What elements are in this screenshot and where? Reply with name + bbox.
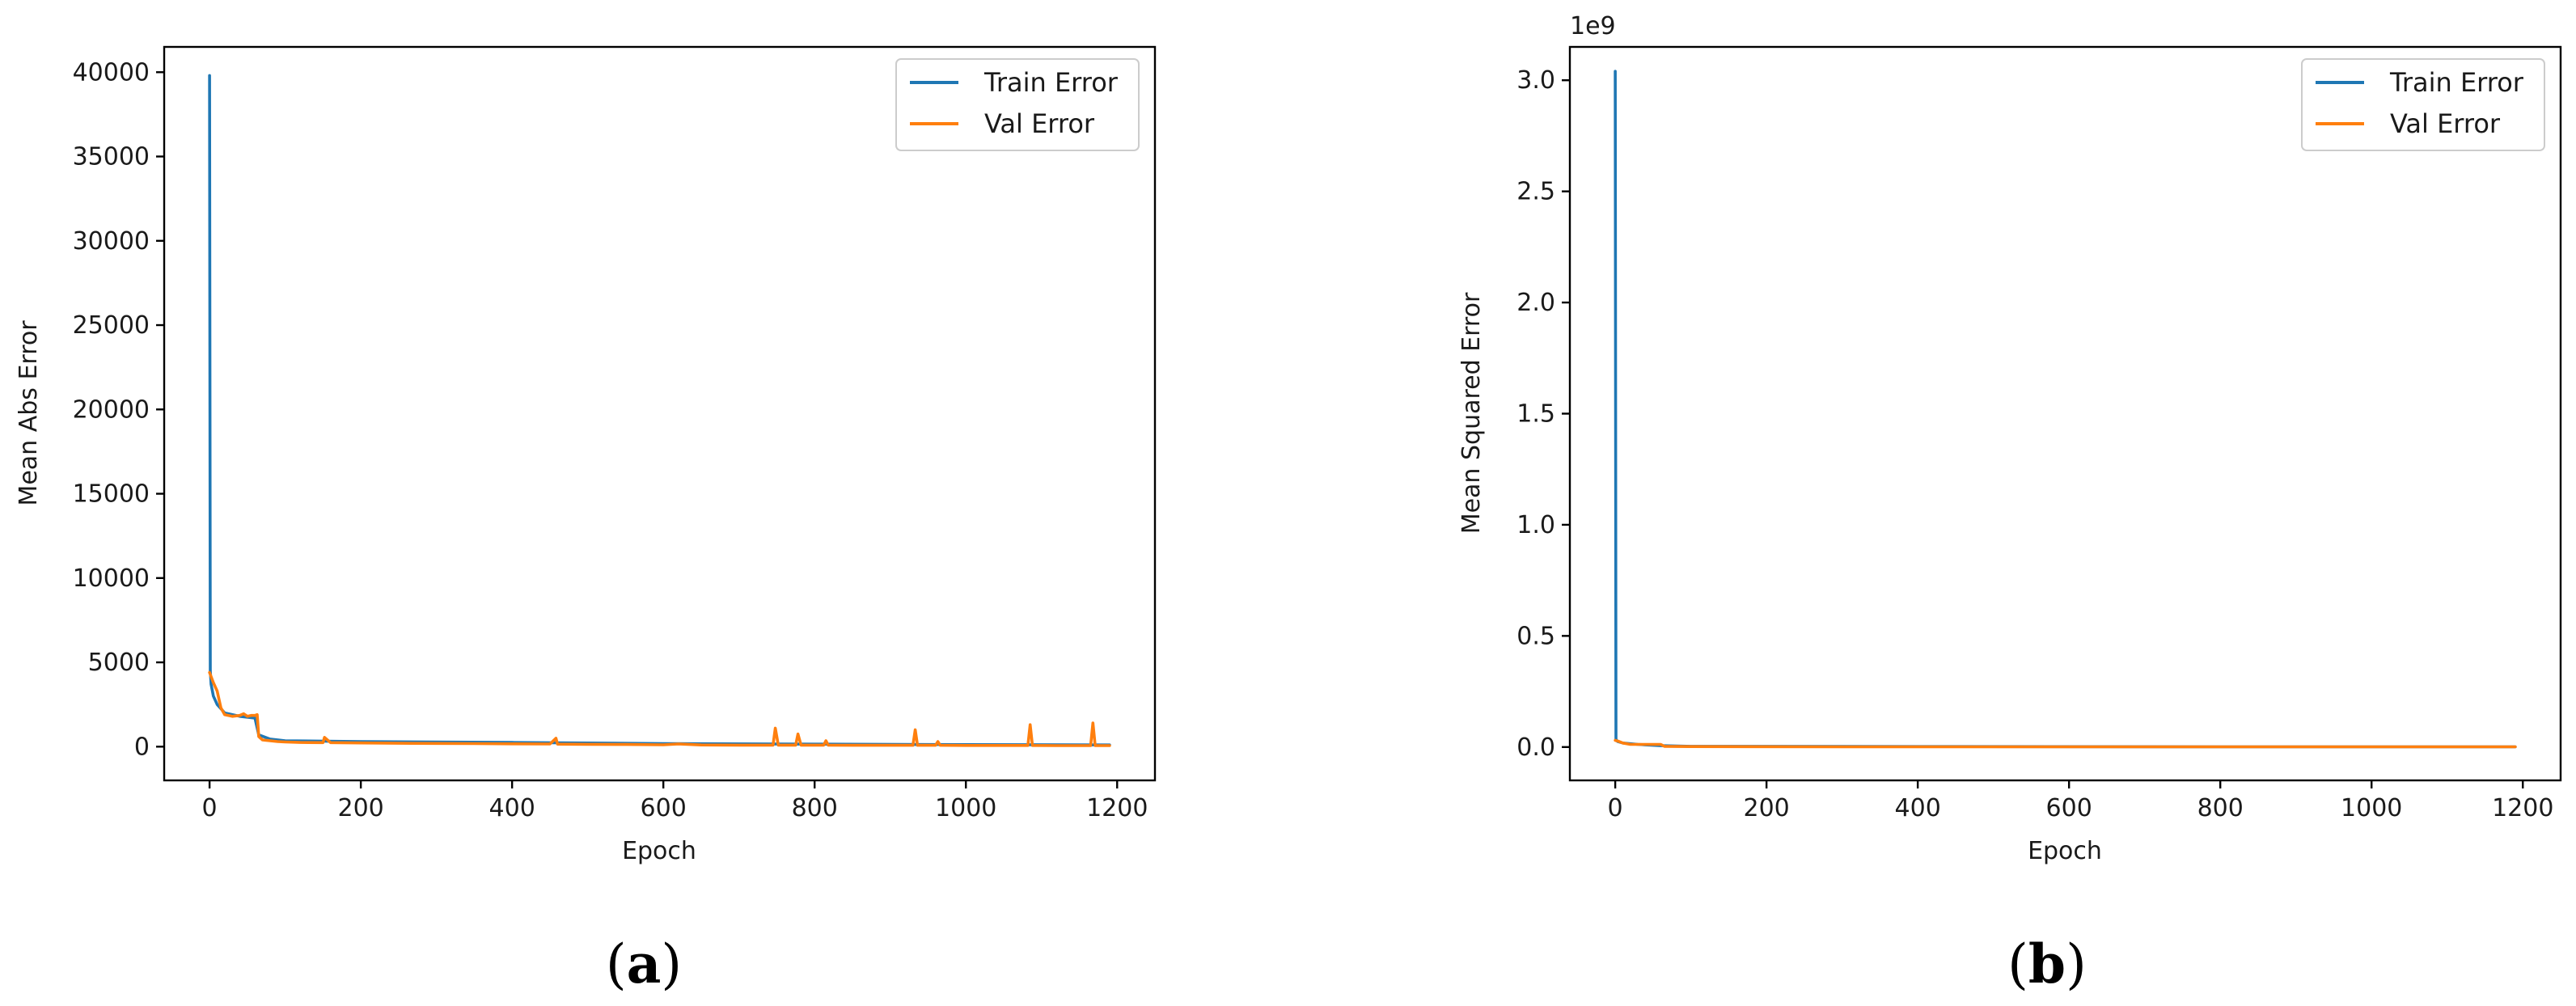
series-layer-b: [1614, 70, 2517, 749]
legend-a: Train Error Val Error: [895, 58, 1140, 151]
y-tick-label-a: 0: [134, 733, 150, 761]
x-tick-label-a: 400: [489, 794, 535, 822]
x-tick-label-b: 800: [2197, 794, 2244, 822]
x-tick-label-a: 1200: [1086, 794, 1148, 822]
y-tick-label-a: 40000: [73, 58, 150, 87]
legend-b: Train Error Val Error: [2301, 58, 2545, 151]
y-tick-label-b: 1.0: [1516, 511, 1555, 539]
x-tick-label-b: 200: [1743, 794, 1789, 822]
y-tick-label-b: 2.0: [1516, 289, 1555, 317]
x-axis-label-a: Epoch: [622, 837, 696, 865]
y-ticks-a: 0 5000 10000 15000 20000 25000 30000 35000 40000: [73, 58, 164, 761]
series-line-train-error-b: [1614, 70, 2517, 749]
y-tick-label-b: 0.0: [1516, 733, 1555, 762]
chart-panel-a: 0 200 400 600 800 1000 1200 0 5000 10000 15000 200…: [15, 45, 1157, 865]
y-tick-label-a: 5000: [88, 649, 150, 677]
y-tick-label-b: 2.5: [1516, 178, 1555, 206]
panel-caption-a-letter: a: [627, 932, 662, 995]
x-tick-label-b: 600: [2046, 794, 2092, 822]
y-tick-label-a: 15000: [73, 480, 150, 509]
y-tick-label-a: 35000: [73, 143, 150, 171]
x-ticks-a: 0 200 400 600 800 1000 1200: [202, 780, 1148, 822]
axes-frame-a: [163, 45, 1157, 782]
x-tick-label-b: 400: [1895, 794, 1941, 822]
legend-label-val-b: Val Error: [2390, 108, 2501, 139]
series-line-train-error-a: [208, 74, 1111, 747]
x-axis-label-b: Epoch: [2028, 837, 2102, 865]
x-ticks-b: 0 200 400 600 800 1000 1200: [1608, 780, 2553, 822]
panel-caption-a: (a): [606, 932, 682, 995]
y-tick-label-a: 20000: [73, 395, 150, 424]
x-tick-label-a: 1000: [935, 794, 996, 822]
x-tick-label-b: 0: [1608, 794, 1623, 822]
y-tick-label-a: 10000: [73, 564, 150, 593]
series-line-val-error-b: [1614, 738, 2517, 749]
y-tick-label-b: 0.5: [1516, 622, 1555, 650]
x-tick-label-a: 600: [641, 794, 687, 822]
x-tick-label-b: 1200: [2492, 794, 2553, 822]
legend-label-train-a: Train Error: [983, 67, 1119, 98]
y-axis-label-b: Mean Squared Error: [1457, 292, 1486, 534]
y-ticks-b: 0.0 0.5 1.0 1.5 2.0 2.5 3.0: [1516, 66, 1570, 762]
chart-panel-b: 0 200 400 600 800 1000 1200 0.0 0.5 1.0 1.5 2.0 2.5…: [1457, 12, 2562, 865]
legend-label-val-a: Val Error: [984, 108, 1095, 139]
series-line-val-error-a: [208, 670, 1111, 747]
series-layer-a: [208, 74, 1111, 747]
y-offset-text-b: 1e9: [1570, 12, 1616, 40]
x-tick-label-a: 200: [337, 794, 383, 822]
y-tick-label-b: 1.5: [1516, 400, 1555, 429]
y-tick-label-b: 3.0: [1516, 66, 1555, 95]
x-tick-label-a: 800: [792, 794, 838, 822]
x-tick-label-b: 1000: [2341, 794, 2402, 822]
legend-label-train-b: Train Error: [2389, 67, 2524, 98]
panel-caption-b: (b): [2007, 932, 2087, 995]
panel-caption-b-letter: b: [2028, 932, 2066, 995]
y-axis-label-a: Mean Abs Error: [15, 320, 43, 506]
axes-frame-b: [1568, 45, 2562, 782]
x-tick-label-a: 0: [202, 794, 218, 822]
y-tick-label-a: 30000: [73, 227, 150, 256]
y-tick-label-a: 25000: [73, 311, 150, 340]
